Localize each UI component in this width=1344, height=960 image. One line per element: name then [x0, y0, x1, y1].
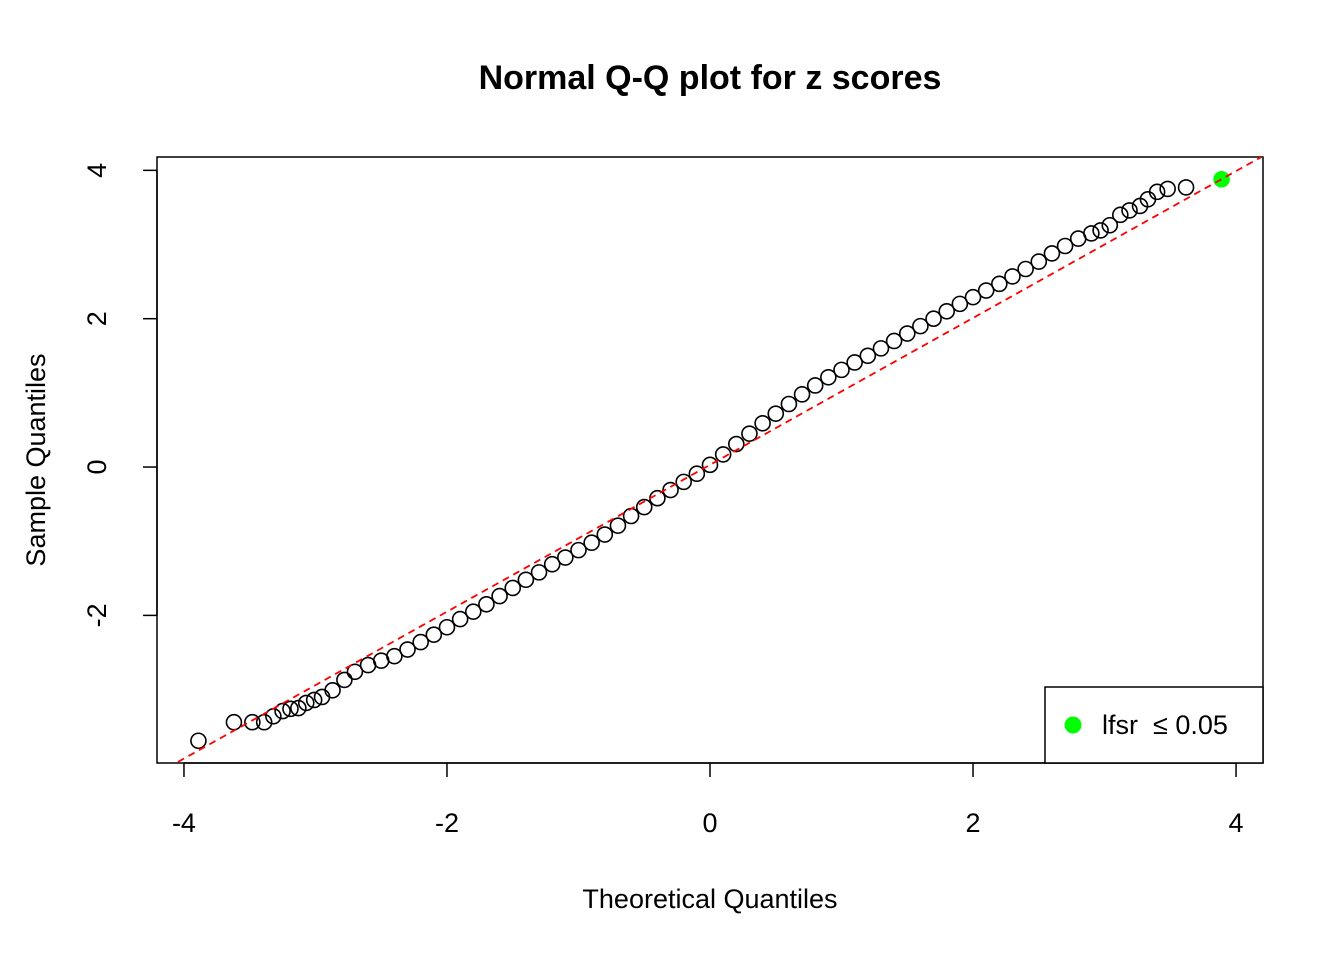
- point: [596, 526, 614, 543]
- point: [767, 405, 785, 422]
- point: [478, 595, 495, 613]
- y-tick-label: 0: [82, 460, 112, 475]
- point: [1030, 253, 1048, 270]
- point: [780, 395, 798, 413]
- chart-title: Normal Q-Q plot for z scores: [479, 59, 942, 97]
- point: [885, 332, 903, 350]
- point: [741, 425, 758, 442]
- point: [557, 549, 574, 566]
- point: [1043, 245, 1061, 262]
- point: [1101, 216, 1119, 234]
- x-axis-label: Theoretical Quantiles: [582, 884, 837, 914]
- point: [305, 691, 323, 709]
- point: [543, 555, 561, 573]
- point: [1056, 237, 1074, 255]
- point: [622, 507, 640, 525]
- point: [872, 340, 890, 357]
- x-tick-label: 4: [1229, 808, 1244, 838]
- x-tick-label: 2: [966, 808, 981, 838]
- y-tick-label: -2: [82, 603, 112, 627]
- point: [530, 564, 548, 581]
- point: [583, 534, 600, 552]
- y-tick-label: 4: [82, 163, 112, 178]
- point: [399, 641, 416, 658]
- point: [701, 456, 719, 474]
- point: [977, 282, 995, 299]
- point: [1148, 183, 1166, 201]
- point: [912, 317, 929, 335]
- point: [225, 713, 243, 731]
- point: [898, 325, 916, 342]
- point: [386, 647, 403, 665]
- point: [925, 310, 942, 327]
- point: [688, 465, 706, 483]
- legend-label: lfsr ≤ 0.05: [1102, 710, 1228, 740]
- point: [964, 288, 982, 306]
- point: [609, 517, 627, 534]
- point: [282, 700, 299, 718]
- point: [991, 275, 1008, 293]
- point: [190, 732, 207, 750]
- point: [938, 302, 956, 320]
- x-tick-label: -2: [435, 808, 459, 838]
- point: [793, 386, 811, 403]
- point: [570, 541, 587, 559]
- point: [1112, 206, 1129, 224]
- point: [1159, 180, 1176, 198]
- plot-frame: [156, 156, 1264, 764]
- point: [274, 702, 291, 720]
- point: [491, 587, 508, 605]
- point: [859, 347, 877, 365]
- y-axis-label: Sample Quantiles: [21, 353, 51, 566]
- point: [649, 489, 666, 507]
- point: [1121, 202, 1138, 219]
- y-tick-label: 2: [82, 311, 112, 326]
- point: [517, 571, 535, 589]
- point: [635, 498, 653, 516]
- point: [833, 361, 850, 379]
- legend-marker: [1064, 716, 1082, 734]
- point: [438, 618, 456, 636]
- point: [346, 663, 364, 681]
- point: [1004, 268, 1021, 285]
- point: [820, 368, 837, 386]
- x-tick-label: -4: [172, 808, 196, 838]
- point: [324, 682, 341, 699]
- point: [425, 626, 443, 643]
- point: [754, 414, 771, 432]
- point: [728, 435, 745, 453]
- point: [451, 610, 469, 628]
- point: [951, 295, 969, 313]
- reference-line: [174, 157, 1263, 763]
- point: [1092, 222, 1109, 239]
- point: [244, 713, 261, 731]
- point: [336, 671, 353, 689]
- point: [1083, 225, 1100, 242]
- point: [806, 377, 824, 394]
- point: [846, 354, 863, 371]
- point: [675, 473, 692, 491]
- point: [1213, 170, 1230, 188]
- point: [504, 579, 522, 597]
- point: [412, 633, 429, 651]
- point: [464, 603, 482, 620]
- x-tick-label: 0: [702, 808, 717, 838]
- point: [1177, 179, 1195, 196]
- point: [714, 446, 732, 463]
- point: [1017, 260, 1034, 278]
- point: [297, 694, 315, 712]
